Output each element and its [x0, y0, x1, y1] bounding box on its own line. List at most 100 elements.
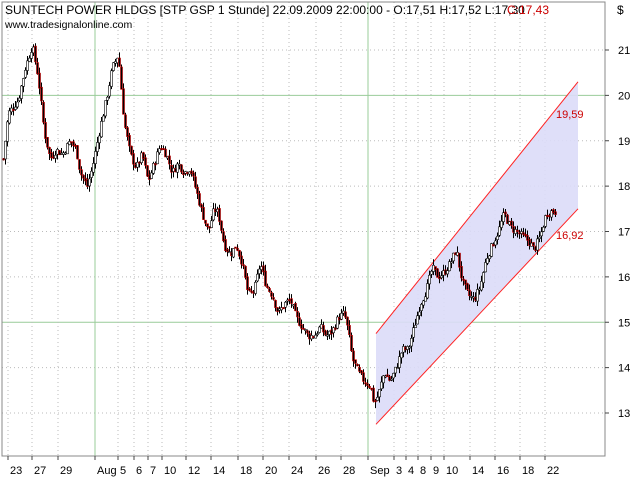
candle [434, 266, 437, 276]
candle-body [150, 172, 153, 179]
y-axis: 13 14 15 16 17 18 19 20 21 [605, 45, 630, 420]
candle [436, 268, 439, 278]
candle-body [464, 279, 467, 285]
x-tick-label: 14 [472, 465, 484, 477]
candle-body [184, 171, 187, 174]
candle [382, 375, 385, 389]
x-tick-label: Aug [97, 465, 117, 477]
candle [408, 345, 411, 354]
candle [450, 257, 453, 269]
candle-body [220, 220, 223, 231]
candle-body [20, 85, 23, 99]
candle [368, 383, 371, 389]
candle [246, 273, 249, 295]
candle [226, 247, 229, 257]
candle-body [340, 312, 343, 320]
candle-body [218, 208, 221, 222]
candle [42, 100, 45, 125]
candle [494, 237, 497, 249]
candle [416, 311, 419, 325]
candle [236, 244, 239, 252]
candle [14, 101, 17, 111]
candle [420, 302, 423, 317]
candle [324, 329, 327, 337]
website-label: www.tradesignalonline.com [4, 19, 132, 31]
candle [122, 83, 125, 115]
candle-body [124, 114, 127, 128]
candle-body [250, 290, 253, 293]
candle [218, 204, 221, 226]
candle-body [452, 252, 455, 262]
candle [346, 316, 349, 331]
x-tick-label: 4 [408, 465, 414, 477]
candle-body [28, 57, 31, 62]
candle [202, 202, 205, 221]
candle [128, 132, 131, 152]
candle-body [382, 375, 385, 384]
candle-body [18, 97, 21, 101]
candle [206, 223, 209, 230]
candle [106, 95, 109, 105]
candle [364, 377, 367, 387]
candle [88, 173, 91, 192]
candle [522, 227, 525, 238]
candle-body [206, 223, 209, 227]
candle [118, 52, 121, 67]
candle-body [368, 386, 371, 388]
x-tick-label: 24 [291, 465, 303, 477]
candle-body [282, 307, 285, 310]
candle-body [134, 164, 137, 168]
candle-body [364, 382, 367, 385]
candle [306, 329, 309, 337]
y-tick-label: 16 [618, 272, 630, 284]
candle [394, 366, 397, 377]
candle-body [272, 297, 275, 300]
candle-body [366, 383, 369, 386]
candle-body [162, 148, 165, 150]
candle [458, 252, 461, 272]
candle [482, 271, 485, 289]
candle-body [92, 163, 95, 173]
y-tick-label: 19 [618, 136, 630, 148]
candle-body [350, 335, 353, 352]
candle [78, 159, 81, 174]
candle [554, 209, 557, 218]
candle [100, 117, 103, 138]
x-tick-label: 9 [433, 465, 439, 477]
channel-lower-label: 16,92 [556, 230, 584, 242]
candle-body [462, 278, 465, 281]
candle-body [524, 233, 527, 237]
candle [94, 146, 97, 169]
candle [486, 252, 489, 266]
candle-body [158, 148, 161, 154]
candle [300, 319, 303, 334]
candle [464, 279, 467, 290]
x-tick-label: 18 [240, 465, 252, 477]
candle-body [468, 289, 471, 296]
candle-body [178, 163, 181, 166]
candle [96, 136, 99, 157]
candle-body [504, 211, 507, 215]
candle [154, 161, 157, 171]
candle-body [240, 255, 243, 265]
candle [212, 202, 215, 222]
candle-body [500, 220, 503, 228]
channel-fill [376, 81, 578, 425]
candle [284, 300, 287, 313]
candle-body [26, 60, 29, 71]
candle-body [42, 101, 45, 123]
candle-body [552, 209, 555, 214]
candle-body [200, 204, 203, 208]
candle [532, 242, 535, 250]
candle-body [168, 155, 171, 165]
candle [98, 132, 101, 150]
candle-body [522, 232, 525, 235]
candle [210, 215, 213, 229]
candle-body [198, 193, 201, 206]
candle [198, 190, 201, 207]
y-tick-label: 17 [618, 227, 630, 239]
candle [54, 150, 57, 163]
candle-body [270, 292, 273, 297]
candle [304, 328, 307, 335]
candle [180, 164, 183, 175]
